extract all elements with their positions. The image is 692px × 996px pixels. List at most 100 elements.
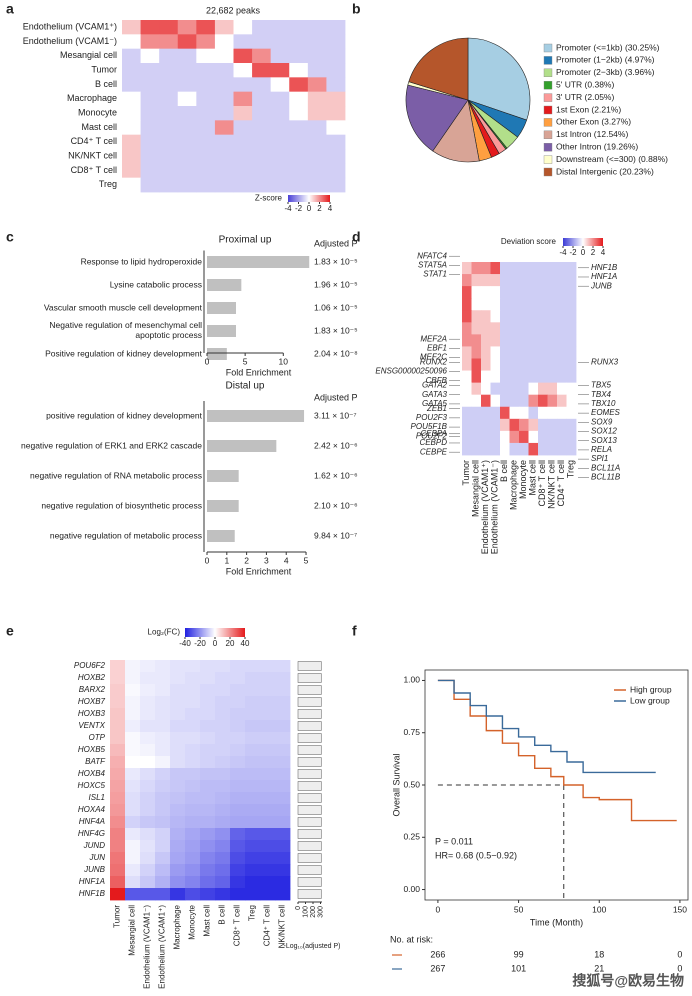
heatmap-cell: [509, 274, 520, 287]
risk-count: 266: [430, 949, 445, 959]
x-axis-label: Time (Month): [530, 917, 583, 927]
heatmap-cell: [110, 684, 126, 697]
heatmap-cell: [566, 394, 577, 408]
x-tick-label: 100: [592, 904, 606, 914]
row-label: ISL1: [89, 793, 105, 802]
heatmap-cell: [481, 430, 491, 444]
legend-swatch: [543, 93, 553, 102]
p-label: 1.83 × 10⁻⁵: [314, 325, 358, 335]
row-label: Mesangial cell: [60, 50, 117, 60]
heatmap-cell: [557, 322, 567, 335]
heatmap-cell: [185, 876, 201, 889]
heatmap-cell: [462, 334, 472, 347]
colorbar-label: Log₂(FC): [148, 628, 181, 637]
bar: [297, 829, 322, 839]
heatmap-cell: [566, 382, 577, 396]
category-label: Response to lipid hydroperoxide: [81, 256, 203, 266]
heatmap-cell: [538, 322, 548, 335]
heatmap-cell: [245, 744, 261, 757]
heatmap-cell: [230, 864, 246, 877]
legend-swatch: [543, 155, 553, 164]
heatmap-cell: [557, 382, 567, 396]
heatmap-cell: [214, 91, 234, 107]
heatmap-cell: [233, 77, 253, 93]
panel-label: e: [6, 623, 14, 639]
heatmap-cell: [500, 382, 510, 396]
heatmap-cell: [538, 382, 548, 396]
heatmap-cell: [566, 430, 577, 444]
heatmap-cell: [538, 274, 548, 287]
p-label: 1.96 × 10⁻⁵: [314, 279, 358, 289]
heatmap-cell: [155, 840, 171, 853]
heatmap-cell: [252, 34, 272, 50]
heatmap-cell: [230, 744, 246, 757]
legend-swatch: [543, 118, 553, 127]
heatmap-cell: [170, 852, 186, 865]
heatmap-cell: [214, 134, 234, 150]
heatmap-cell: [528, 274, 539, 287]
heatmap-cell: [200, 816, 216, 829]
heatmap-cell: [289, 34, 309, 50]
column-label: Endothelium (VCAM1⁺): [158, 905, 167, 989]
row-label: HOXB3: [78, 709, 106, 718]
heatmap-cell: [155, 864, 171, 877]
heatmap-cell: [547, 442, 558, 456]
heatmap-cell: [289, 63, 309, 78]
heatmap-cell: [566, 310, 577, 323]
heatmap-cell: [159, 177, 179, 193]
gene-label: STAT5A: [418, 261, 447, 270]
heatmap-cell: [260, 720, 276, 733]
heatmap-cell: [275, 792, 291, 805]
heatmap-cell: [547, 298, 558, 311]
heatmap-cell: [260, 864, 276, 877]
heatmap-cell: [177, 63, 197, 78]
legend-label: High group: [630, 684, 672, 694]
heatmap-cell: [215, 672, 231, 685]
heatmap-cell: [490, 310, 501, 323]
heatmap-cell: [215, 756, 231, 769]
gene-label: RUNX2: [420, 357, 448, 366]
heatmap-cell: [245, 864, 261, 877]
heatmap-cell: [275, 744, 291, 757]
heatmap-cell: [200, 864, 216, 877]
heatmap-cell: [140, 756, 156, 769]
legend-swatch: [543, 105, 553, 115]
heatmap-cell: [185, 888, 201, 901]
bar: [207, 440, 277, 452]
column-label: Mast cell: [203, 905, 212, 937]
heatmap-cell: [252, 91, 272, 107]
x-tick-label: 10: [279, 356, 289, 366]
bar: [297, 889, 322, 899]
heatmap-cell: [245, 840, 261, 853]
heatmap-cell: [275, 768, 291, 781]
heatmap-cell: [557, 298, 567, 311]
heatmap-cell: [215, 780, 231, 793]
heatmap-cell: [275, 804, 291, 817]
heatmap-cell: [215, 816, 231, 829]
heatmap-cell: [110, 840, 126, 853]
heatmap-cell: [233, 34, 253, 50]
bar: [207, 302, 236, 314]
heatmap-cell: [509, 322, 520, 335]
heatmap-cell: [307, 34, 327, 50]
heatmap-cell: [230, 708, 246, 721]
gene-label: SOX9: [591, 417, 613, 426]
row-label: HOXB4: [78, 769, 106, 778]
heatmap-cell: [500, 346, 510, 359]
row-label: Treg: [99, 179, 117, 189]
heatmap-cell: [215, 744, 231, 757]
p-label: 2.42 × 10⁻⁶: [314, 440, 358, 450]
heatmap-cell: [260, 852, 276, 865]
y-tick-label: 0.00: [403, 884, 420, 894]
gene-label: STAT1: [423, 270, 447, 279]
risk-count: 18: [594, 949, 604, 959]
heatmap-cell: [125, 876, 141, 889]
heatmap-cell: [140, 177, 160, 193]
heatmap-cell: [200, 684, 216, 697]
heatmap-cell: [177, 149, 197, 164]
heatmap-cell: [110, 732, 126, 745]
heatmap-cell: [289, 120, 309, 136]
heatmap-cell: [185, 780, 201, 793]
heatmap-cell: [289, 149, 309, 164]
heatmap-cell: [538, 442, 548, 456]
